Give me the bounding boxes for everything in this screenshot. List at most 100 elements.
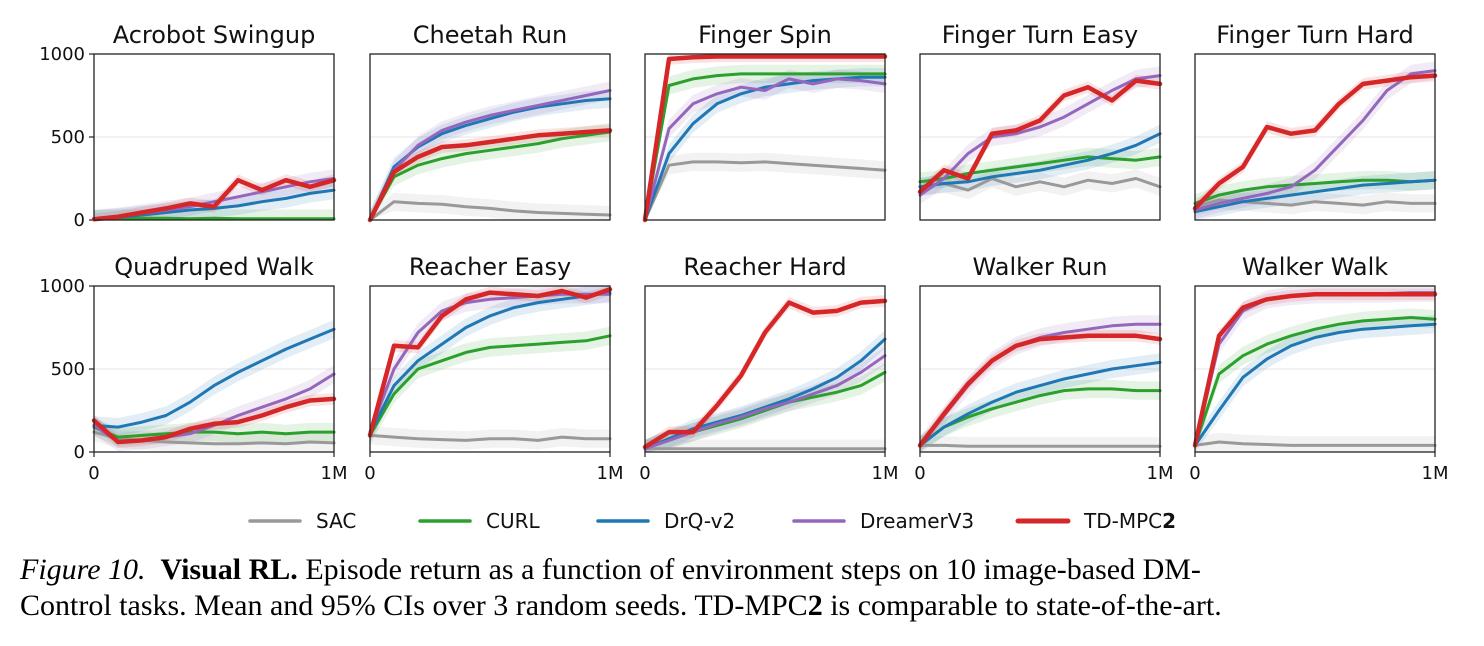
x-tick-label: 1M <box>321 463 348 484</box>
series-line-drq-v2 <box>92 327 336 429</box>
series-line-dreamerv3 <box>368 89 612 222</box>
series-line-curl <box>918 387 1162 447</box>
series-line-td-mpc2 <box>91 177 337 222</box>
figure-caption-text-2b: is comparable to state-of-the-art. <box>822 589 1222 622</box>
ci-band-drq-v2 <box>920 353 1160 452</box>
panel-reacher-hard: Reacher Hard 0 1M <box>639 253 898 484</box>
panel-finger-spin: Finger Spin <box>642 21 888 223</box>
ci-band-drq-v2 <box>645 68 885 220</box>
panel-title: Reacher Hard <box>683 253 846 281</box>
series-line-drq-v2 <box>1193 178 1437 214</box>
legend: SAC CURL DrQ-v2 DreamerV3 TD-MPC2 <box>248 509 1176 533</box>
legend-label-text: CURL <box>486 509 541 533</box>
panel-frame <box>369 285 611 453</box>
ci-band-drq-v2 <box>370 286 610 443</box>
series-line-curl <box>643 72 887 222</box>
legend-label-text: SAC <box>316 509 356 533</box>
y-tick-label: 1000 <box>39 44 85 65</box>
panel-frame <box>919 53 1161 221</box>
panel-frame <box>93 53 335 221</box>
panel-cheetah-run: Cheetah Run <box>367 21 613 223</box>
panel-frame <box>644 285 886 453</box>
series-line-curl <box>92 216 336 221</box>
legend-label-text: DrQ-v2 <box>664 509 735 533</box>
panel-title: Finger Spin <box>698 21 832 49</box>
series-line-drq-v2 <box>918 360 1162 447</box>
panel-title: Finger Turn Easy <box>942 21 1139 49</box>
series-line-curl <box>1193 178 1437 205</box>
ci-band-drq-v2 <box>1195 315 1435 452</box>
ci-band-dreamerv3 <box>1195 61 1435 220</box>
panel-frame <box>919 285 1161 453</box>
series-line-td-mpc2 <box>367 128 613 223</box>
figure-caption-text-2a: Control tasks. Mean and 95% CIs over 3 r… <box>20 589 808 622</box>
series-line-dreamerv3 <box>918 74 1162 197</box>
series-line-sac <box>918 443 1162 448</box>
ci-band-curl <box>1195 308 1435 452</box>
panel-finger-turn-easy: Finger Turn Easy <box>917 21 1163 221</box>
y-tick-label: 500 <box>51 359 85 380</box>
panel-frame <box>93 285 335 453</box>
ci-band-sac <box>920 169 1160 200</box>
legend-item-sac: SAC <box>248 509 356 533</box>
panel-title: Acrobot Swingup <box>113 21 316 49</box>
series-line-td-mpc2 <box>1192 292 1438 448</box>
panel-finger-turn-hard: Finger Turn Hard <box>1192 21 1438 221</box>
ci-band-sac <box>370 192 610 220</box>
ci-band-td-mpc2 <box>645 295 885 452</box>
series-line-dreamerv3 <box>643 354 887 451</box>
series-line-td-mpc2 <box>642 298 888 450</box>
series-line-curl <box>368 130 612 222</box>
figure-caption-text-1: Episode return as a function of environm… <box>305 553 1201 586</box>
panel-acrobot-swingup: Acrobot Swingup 0 500 1000 <box>39 21 337 231</box>
figure-caption-text-2-bold: 2 <box>807 589 823 622</box>
panel-walker-run: Walker Run 0 1M <box>914 253 1173 484</box>
x-tick-label: 1M <box>597 463 624 484</box>
panel-title: Walker Run <box>973 253 1108 281</box>
legend-label: TD-MPC2 <box>1083 509 1176 533</box>
ci-band-sac <box>1195 432 1435 452</box>
y-tick-label: 0 <box>74 442 85 463</box>
panel-title: Cheetah Run <box>413 21 567 49</box>
ci-band-curl <box>370 122 610 220</box>
series-line-td-mpc2 <box>917 78 1163 195</box>
series-line-curl <box>1193 316 1437 447</box>
ci-band-dreamerv3 <box>94 169 334 220</box>
panel-title: Finger Turn Hard <box>1216 21 1413 49</box>
legend-label-suffix: 2 <box>1162 509 1176 533</box>
ci-band-sac <box>645 152 885 220</box>
series-line-drq-v2 <box>1193 322 1437 447</box>
x-tick-label: 1M <box>1147 463 1174 484</box>
series-line-sac <box>1193 440 1437 447</box>
series-line-drq-v2 <box>918 132 1162 189</box>
series-line-td-mpc2 <box>367 287 613 438</box>
legend-label-text: DreamerV3 <box>860 509 974 533</box>
ci-band-dreamerv3 <box>920 66 1160 205</box>
figure-caption-line-2: Control tasks. Mean and 95% CIs over 3 r… <box>20 588 1470 624</box>
series-line-td-mpc2 <box>917 333 1163 448</box>
legend-label-text: TD-MPC <box>1083 509 1162 533</box>
series-line-td-mpc2 <box>642 54 888 223</box>
legend-item-curl: CURL <box>418 509 541 533</box>
y-tick-label: 1000 <box>39 276 85 297</box>
figure-caption-heading: Visual RL. <box>160 553 298 586</box>
x-tick-label: 0 <box>1189 463 1200 484</box>
panel-frame <box>1194 285 1436 453</box>
x-tick-label: 1M <box>1422 463 1449 484</box>
series-line-sac <box>643 160 887 222</box>
series-line-sac <box>368 200 612 222</box>
x-tick-label: 0 <box>639 463 650 484</box>
x-tick-label: 0 <box>364 463 375 484</box>
panel-frame <box>1194 53 1436 221</box>
panel-walker-walk: Walker Walk 0 1M <box>1189 253 1448 484</box>
series-line-drq-v2 <box>368 291 612 436</box>
panel-frame <box>369 53 611 221</box>
series-line-sac <box>368 433 612 442</box>
ci-band-dreamerv3 <box>370 286 610 442</box>
ci-band-sac <box>920 436 1160 452</box>
series-line-td-mpc2 <box>1192 73 1438 211</box>
legend-item-td-mpc2: TD-MPC2 <box>1015 509 1176 533</box>
ci-band-dreamerv3 <box>645 69 885 220</box>
x-tick-label: 1M <box>872 463 899 484</box>
